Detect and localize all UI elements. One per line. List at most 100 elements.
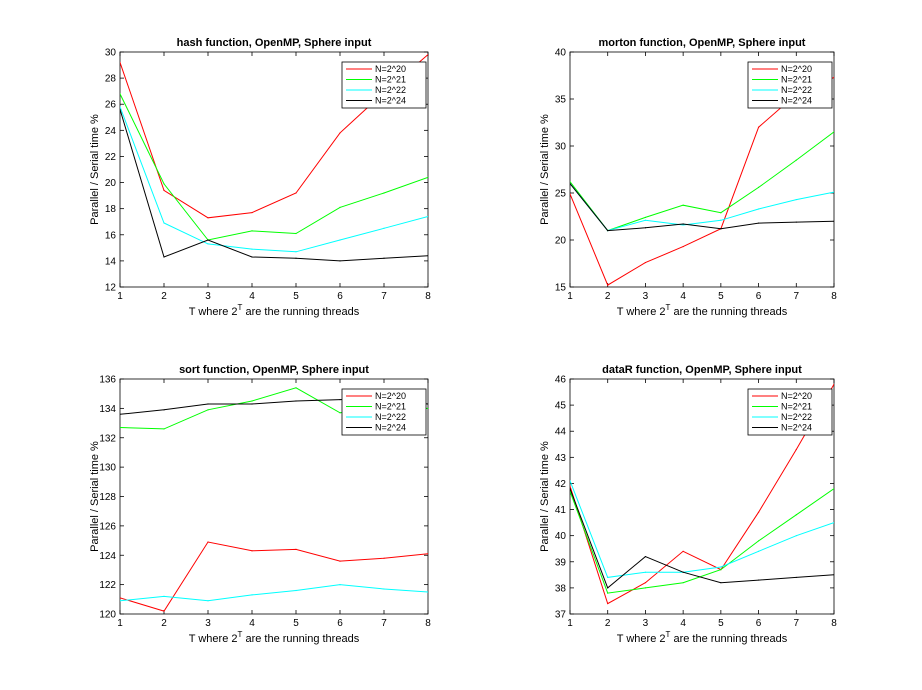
data-point [120, 597, 121, 599]
y-axis-label: Parallel / Serial time % [539, 441, 551, 552]
x-axis-label-prefix: T where 2 [189, 633, 238, 645]
legend-label: N=2^20 [375, 64, 406, 74]
y-tick-label: 134 [99, 404, 116, 415]
y-tick-label: 124 [99, 551, 116, 562]
x-axis-label-suffix: are the running threads [670, 306, 787, 318]
data-point [207, 541, 209, 543]
data-point [295, 232, 297, 235]
data-point [570, 485, 571, 487]
legend-label: N=2^24 [781, 423, 812, 433]
legend: N=2^20N=2^21N=2^22N=2^24 [341, 388, 427, 436]
x-axis-label-superscript: T [238, 303, 243, 312]
series-line-1 [570, 383, 834, 605]
x-tick-label: 3 [205, 291, 211, 302]
x-tick-label: 8 [425, 618, 431, 629]
y-tick-label: 35 [555, 95, 567, 106]
data-point [644, 261, 647, 264]
series-line-3 [570, 183, 834, 232]
data-point [795, 159, 797, 161]
legend-label: N=2^21 [781, 402, 812, 412]
data-point [383, 227, 385, 229]
y-tick-label: 41 [555, 505, 567, 516]
data-point [607, 587, 609, 589]
data-point [163, 189, 165, 191]
data-point [251, 400, 253, 402]
x-tick-label: 4 [249, 618, 255, 629]
y-axis-label: Parallel / Serial time % [539, 114, 551, 225]
legend-label: N=2^20 [375, 391, 406, 401]
series-line-3 [120, 106, 428, 253]
x-tick-label: 1 [567, 618, 573, 629]
y-tick-label: 24 [105, 126, 117, 137]
y-tick-label: 136 [99, 375, 116, 386]
x-tick-label: 6 [337, 291, 343, 302]
x-axis-label-suffix: are the running threads [670, 633, 787, 645]
legend: N=2^20N=2^21N=2^22N=2^24 [341, 61, 427, 109]
y-tick-label: 30 [105, 48, 117, 59]
y-tick-label: 42 [555, 479, 567, 490]
x-axis-label-suffix: are the running threads [242, 306, 359, 318]
series-line-3 [120, 584, 428, 602]
data-point [427, 403, 428, 405]
y-tick-label: 18 [105, 204, 117, 215]
data-point [644, 555, 647, 558]
data-point [251, 230, 253, 232]
data-point [833, 191, 834, 193]
data-point [795, 576, 797, 579]
data-point [295, 192, 297, 194]
data-point [570, 480, 571, 482]
data-point [720, 228, 722, 230]
x-axis-label: T where 2T are the running threads [189, 303, 360, 318]
data-point [833, 220, 834, 222]
data-point [720, 569, 722, 571]
x-tick-label: 7 [794, 618, 800, 629]
data-point [795, 221, 797, 223]
data-point [427, 407, 428, 409]
series-line-1 [120, 541, 428, 612]
y-tick-label: 20 [555, 236, 567, 247]
data-point [720, 219, 722, 221]
y-tick-label: 15 [555, 283, 567, 294]
data-point [795, 514, 797, 516]
y-tick-label: 22 [105, 152, 117, 163]
y-tick-label: 38 [555, 583, 567, 594]
data-point [295, 589, 297, 592]
data-point [207, 243, 209, 245]
data-point [120, 93, 121, 95]
legend-label: N=2^21 [781, 75, 812, 85]
x-axis-label-suffix: are the running threads [242, 633, 359, 645]
x-axis-label-superscript: T [666, 630, 671, 639]
x-axis-label-prefix: T where 2 [617, 306, 666, 318]
x-axis-label: T where 2T are the running threads [617, 303, 788, 318]
x-tick-label: 4 [680, 291, 686, 302]
data-point [163, 222, 165, 224]
data-point [427, 215, 428, 218]
data-point [644, 571, 647, 573]
y-tick-label: 40 [555, 48, 567, 59]
data-point [795, 535, 797, 537]
x-tick-label: 5 [293, 618, 299, 629]
data-point [207, 239, 209, 241]
legend: N=2^20N=2^21N=2^22N=2^24 [747, 61, 833, 109]
data-point [207, 403, 209, 405]
data-point [720, 212, 722, 214]
data-point [383, 588, 385, 590]
x-axis-label-superscript: T [666, 303, 671, 312]
y-tick-label: 39 [555, 557, 567, 568]
x-tick-label: 6 [756, 291, 762, 302]
data-point [607, 576, 609, 579]
data-point [757, 126, 760, 128]
data-point [833, 522, 834, 524]
x-tick-label: 1 [117, 618, 123, 629]
x-tick-label: 3 [643, 618, 649, 629]
data-point [682, 245, 684, 248]
y-tick-label: 130 [99, 463, 116, 474]
x-tick-label: 4 [249, 291, 255, 302]
data-point [427, 553, 428, 555]
x-axis-label-superscript: T [238, 630, 243, 639]
data-point [720, 566, 722, 568]
y-axis-label: Parallel / Serial time % [89, 114, 101, 225]
data-point [427, 176, 428, 178]
